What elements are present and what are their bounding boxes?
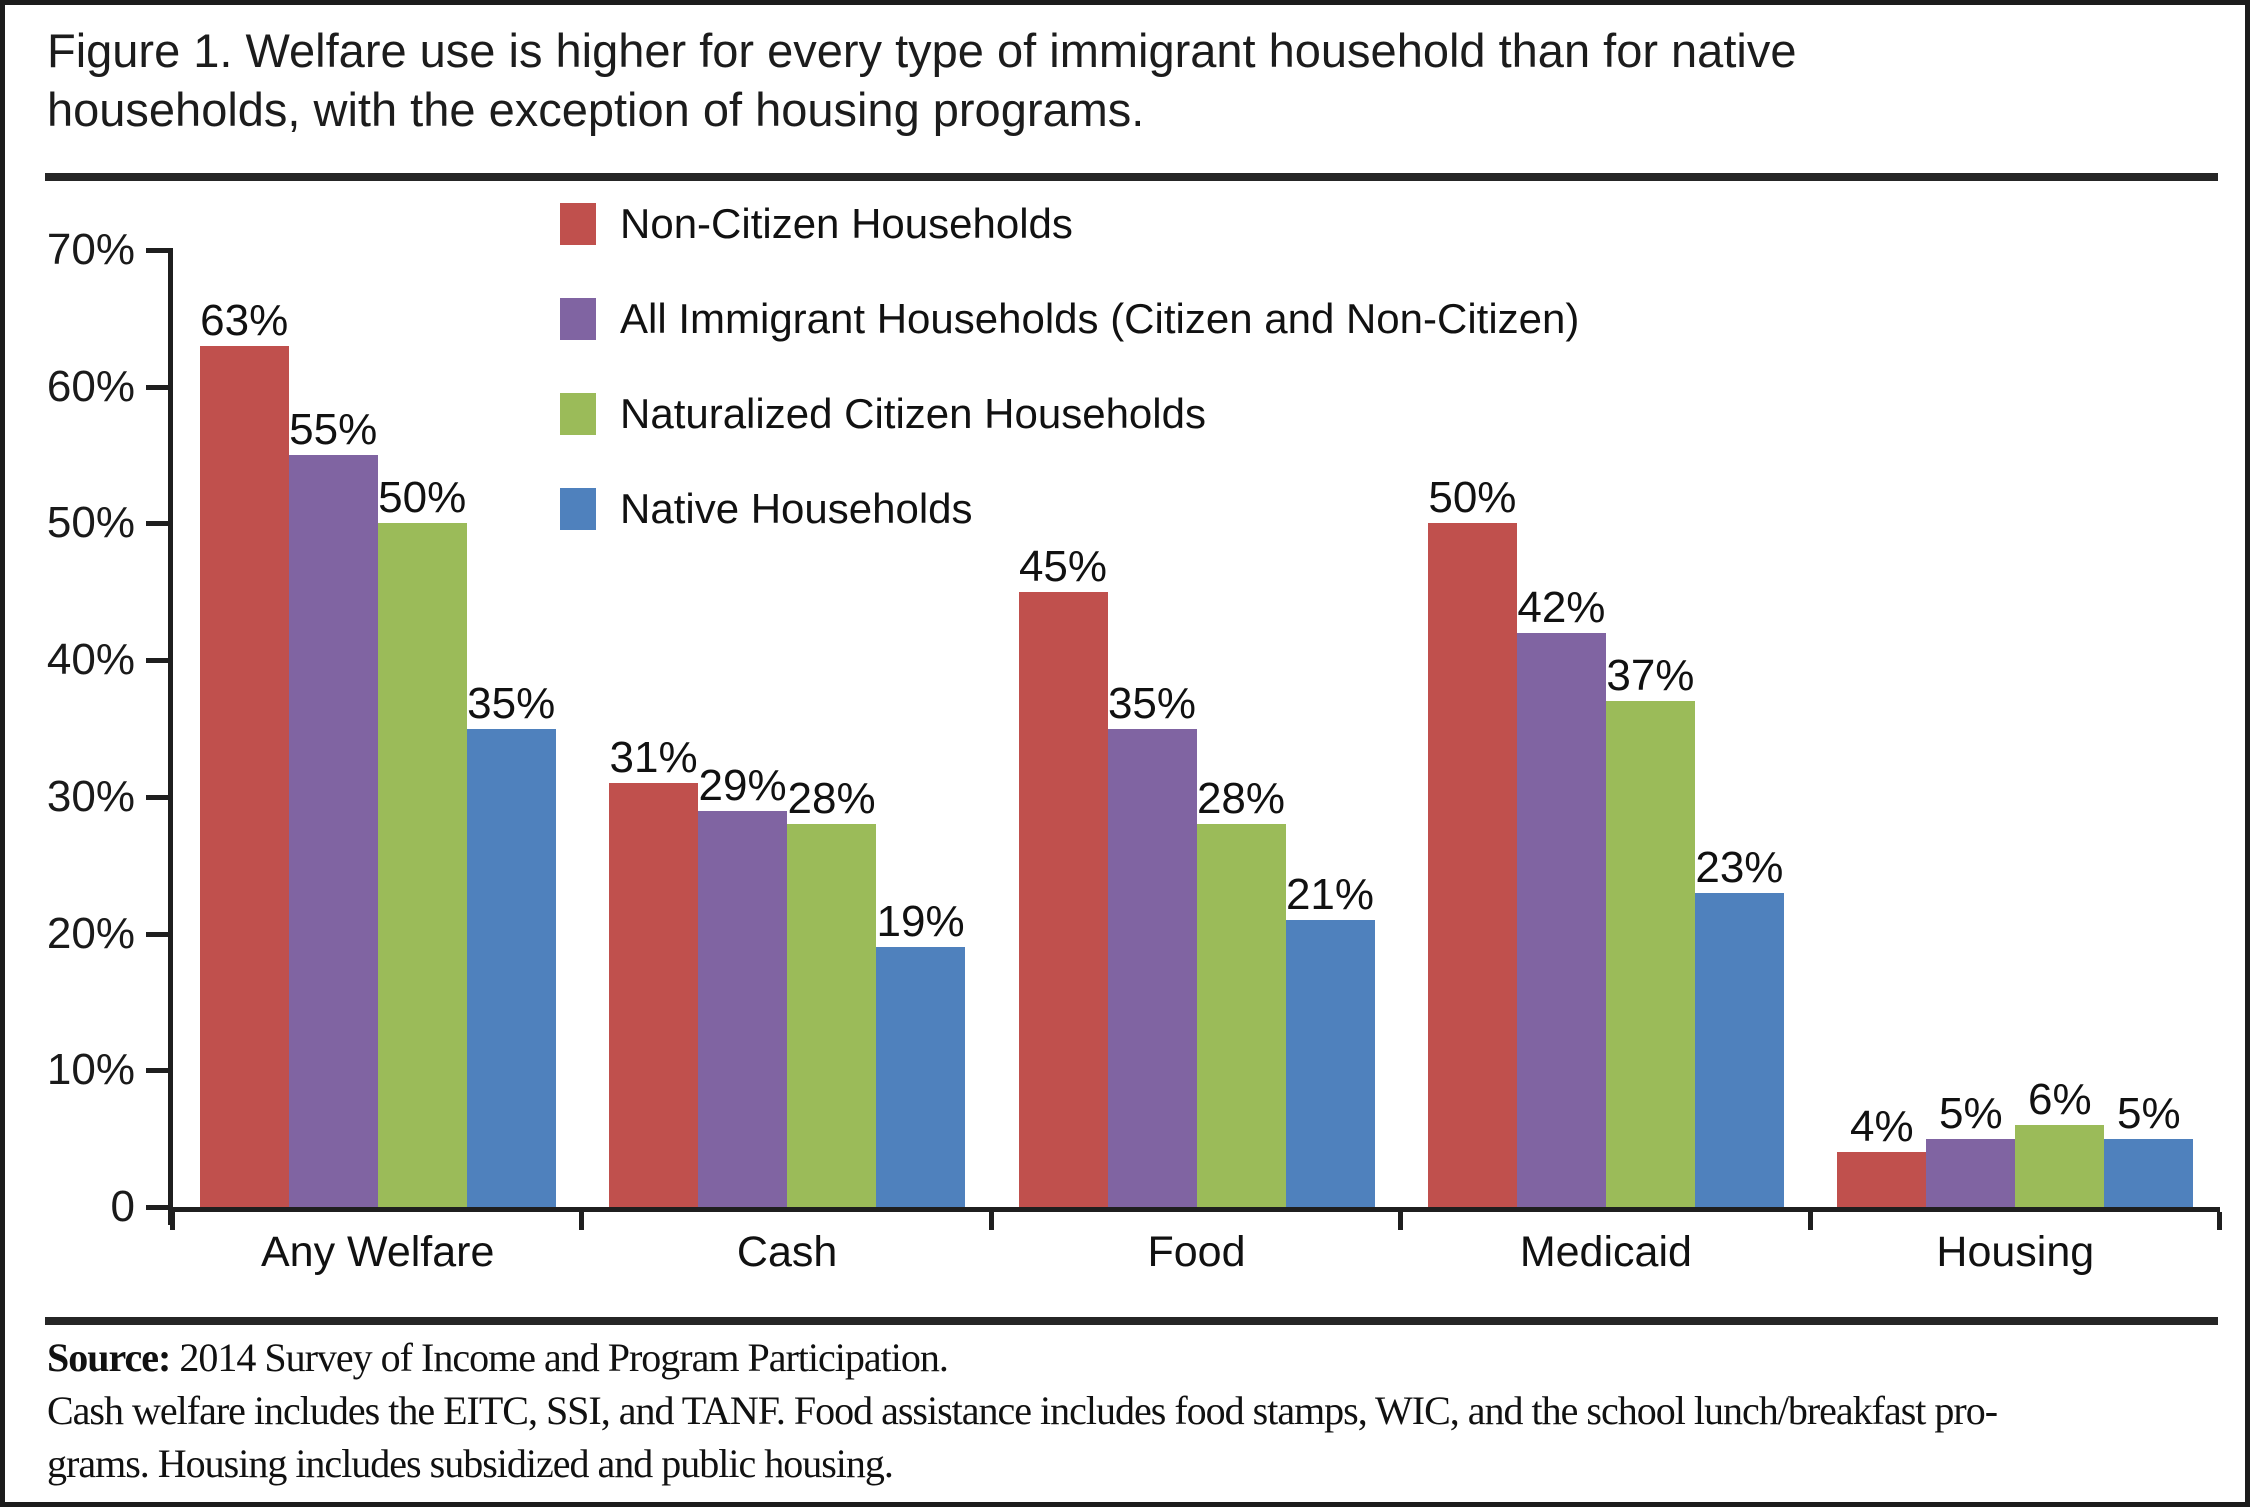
bar-value-label: 23% (1695, 842, 1784, 892)
bar-value-label: 63% (200, 295, 289, 345)
bar (698, 810, 788, 1207)
bar-value-label: 35% (1107, 678, 1197, 728)
x-axis-tick (2217, 1212, 2222, 1230)
footer-divider (45, 1317, 2218, 1325)
y-axis-line (168, 248, 173, 1225)
y-axis-tick (146, 794, 168, 800)
bar (1285, 919, 1375, 1207)
y-axis-tick (146, 658, 168, 664)
source-line: Source: 2014 Survey of Income and Progra… (47, 1331, 1997, 1384)
bar (1427, 523, 1517, 1207)
bar (466, 728, 556, 1207)
bar (199, 345, 289, 1207)
bar (1107, 728, 1197, 1207)
bar-value-label: 29% (698, 760, 787, 810)
bar-value-label: 45% (1018, 541, 1108, 591)
bar (377, 523, 467, 1207)
bar (288, 455, 378, 1207)
bar-value-label: 19% (876, 897, 965, 947)
bar (1837, 1152, 1927, 1207)
bar-value-label: 50% (378, 473, 467, 523)
x-axis-tick (1398, 1212, 1404, 1230)
legend-label: All Immigrant Households (Citizen and No… (620, 295, 1580, 342)
category-label: Housing (1936, 1228, 2095, 1276)
figure-title: Figure 1. Welfare use is higher for ever… (47, 21, 1796, 139)
bar-value-label: 28% (787, 774, 876, 824)
chart-area: 70% 60% 50% 40% 30% 20% 10% 0 63% 55% 50% 35% Any We… (5, 5, 2245, 1502)
x-axis-line (168, 1207, 2220, 1212)
bar-value-label: 50% (1428, 473, 1517, 523)
y-axis-label: 60% (46, 361, 135, 411)
y-axis-tick (146, 931, 168, 937)
y-axis-label: 50% (46, 498, 135, 548)
legend-label: Native Households (620, 485, 973, 532)
bar-value-label: 4% (1850, 1102, 1914, 1152)
bar (2104, 1138, 2194, 1207)
y-axis-tick (146, 384, 168, 390)
bar (2015, 1124, 2105, 1207)
bar (787, 824, 877, 1207)
y-axis-label: 30% (46, 771, 135, 821)
bar-value-label: 28% (1196, 774, 1286, 824)
y-axis-tick (146, 248, 168, 253)
x-axis-tick (170, 1212, 175, 1230)
legend-swatch (560, 298, 596, 340)
legend-swatch (560, 488, 596, 530)
y-axis-tick (146, 521, 168, 527)
bar-value-label: 42% (1517, 582, 1606, 632)
y-axis-label: 40% (46, 635, 135, 685)
category-label: Cash (736, 1228, 838, 1276)
legend-label: Naturalized Citizen Households (620, 390, 1206, 437)
y-axis-label: 0 (110, 1182, 135, 1231)
bar-value-label: 21% (1285, 869, 1375, 919)
category-label: Any Welfare (260, 1228, 495, 1276)
bar (876, 947, 966, 1207)
bar-value-label: 55% (289, 405, 378, 455)
legend-label: Non-Citizen Households (620, 200, 1073, 247)
bar-value-label: 35% (467, 678, 556, 728)
note-line-2: grams. Housing includes subsidized and p… (47, 1441, 894, 1486)
bar (1694, 892, 1784, 1207)
y-axis-label: 20% (46, 908, 135, 958)
source-text: 2014 Survey of Income and Program Partic… (170, 1335, 948, 1380)
x-axis-tick (579, 1212, 585, 1230)
legend-swatch (560, 393, 596, 435)
source-label: Source: (47, 1335, 171, 1380)
bar-value-label: 31% (609, 733, 698, 783)
y-axis-label: 70% (46, 225, 135, 274)
bar (1018, 591, 1108, 1207)
bar-value-label: 6% (2028, 1074, 2092, 1124)
bar (1926, 1138, 2016, 1207)
y-axis-tick (146, 1068, 168, 1074)
figure-title-line2: households, with the exception of housin… (47, 83, 1145, 136)
x-axis-tick (988, 1212, 994, 1230)
bar-value-label: 5% (1939, 1088, 2003, 1138)
source-note: Source: 2014 Survey of Income and Progra… (47, 1331, 1998, 1490)
category-label: Food (1147, 1228, 1246, 1276)
bar (1516, 632, 1606, 1207)
figure-title-line1: Figure 1. Welfare use is higher for ever… (47, 24, 1797, 77)
y-axis-label: 10% (46, 1045, 135, 1095)
bar (1196, 824, 1286, 1207)
note-line-1: Cash welfare includes the EITC, SSI, and… (47, 1388, 1998, 1433)
y-axis-tick (146, 1205, 168, 1210)
x-axis-tick (1807, 1212, 1813, 1230)
bar-value-label: 37% (1606, 651, 1695, 701)
title-divider (45, 173, 2218, 181)
bar-value-label: 5% (2117, 1088, 2181, 1138)
legend-swatch (560, 203, 596, 245)
bar (1605, 701, 1695, 1207)
category-label: Medicaid (1519, 1228, 1692, 1276)
bar (609, 783, 699, 1207)
